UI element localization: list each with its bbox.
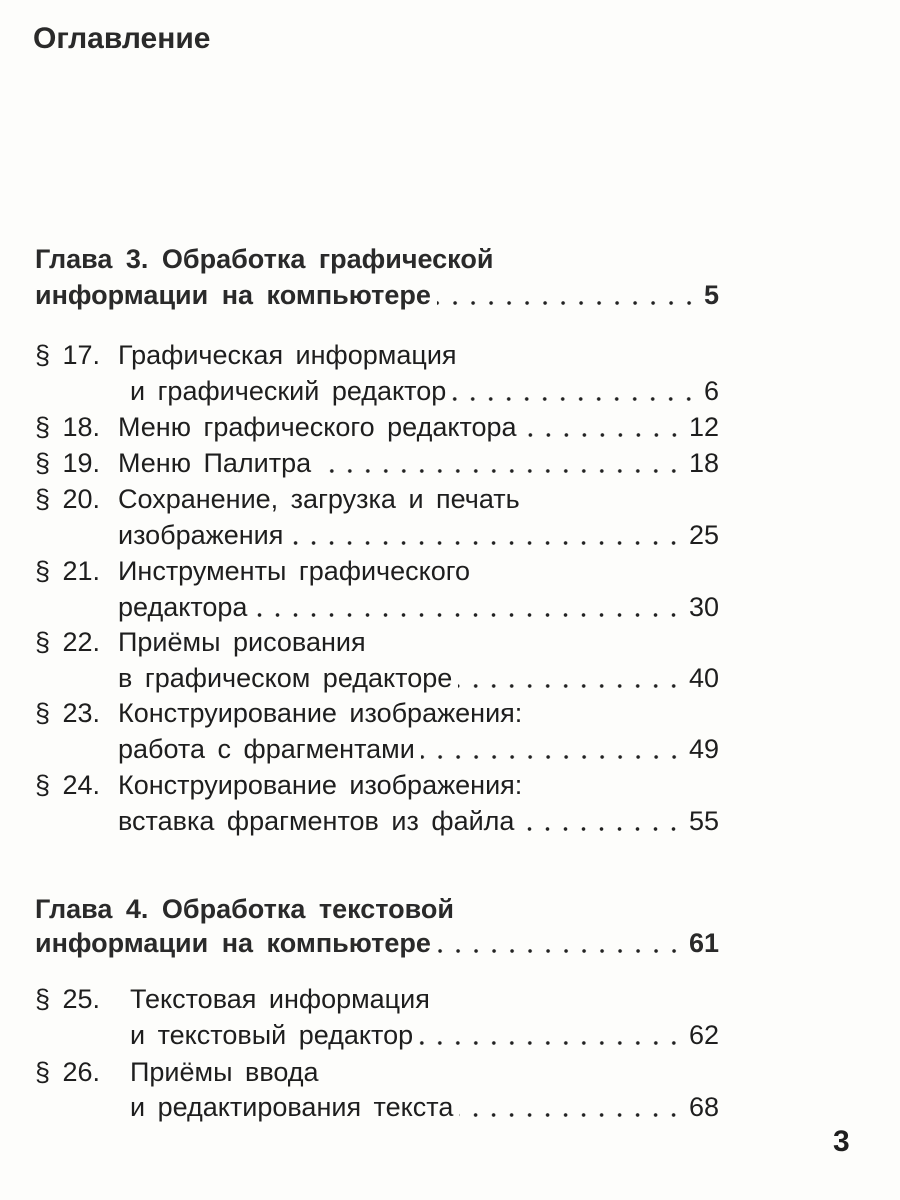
dot-leader	[419, 1040, 683, 1046]
toc-entry-line: изображения 25	[35, 520, 719, 554]
entry-page-number: 5	[703, 280, 719, 310]
dot-leader	[522, 432, 683, 438]
entry-page-number: 25	[688, 520, 719, 550]
entry-title: Глава 3. Обработка графической	[35, 244, 494, 274]
section-number: § 21.	[35, 556, 101, 586]
section-number: § 25.	[35, 984, 101, 1014]
chapter-heading-line: информации на компьютере 5	[35, 280, 719, 314]
toc-entry-line: § 18. Меню графического редактора 12	[35, 412, 719, 446]
entry-title: Графическая информация	[118, 340, 457, 370]
entry-title: Меню графического редактора	[118, 412, 517, 442]
toc-entry-line: § 23. Конструирование изображения:	[35, 698, 719, 732]
entry-title: изображения	[118, 520, 284, 550]
dot-leader	[520, 826, 683, 832]
entry-title: и графический редактор	[130, 376, 447, 406]
dot-leader	[317, 468, 683, 474]
entry-title: Глава 4. Обработка текстовой	[35, 894, 454, 924]
toc-entry-line: § 21. Инструменты графического	[35, 556, 719, 590]
entry-page-number: 30	[688, 592, 719, 622]
dot-leader	[459, 1112, 683, 1118]
entry-page-number: 55	[688, 806, 719, 836]
dot-leader	[253, 612, 683, 618]
entry-title: Сохранение, загрузка и печать	[118, 484, 520, 514]
dot-leader	[452, 396, 698, 402]
entry-page-number: 49	[688, 734, 719, 764]
toc-entry-line: § 24. Конструирование изображения:	[35, 770, 719, 804]
entry-title: редактора	[118, 592, 248, 622]
toc-entry-line: § 25. Текстовая информация	[35, 984, 719, 1018]
chapter-heading-line: Глава 3. Обработка графической	[35, 244, 719, 278]
entry-title: работа с фрагментами	[118, 734, 415, 764]
entry-page-number: 12	[688, 412, 719, 442]
chapter-heading-line: информации на компьютере 61	[35, 928, 719, 962]
entry-page-number: 6	[703, 376, 719, 406]
toc-entry-line: § 17. Графическая информация	[35, 340, 719, 374]
section-number: § 18.	[35, 412, 101, 442]
page-number: 3	[833, 1125, 850, 1158]
dot-leader	[289, 540, 683, 546]
entry-title: Приёмы ввода	[130, 1057, 319, 1087]
section-number: § 17.	[35, 340, 101, 370]
toc-entry-line: и графический редактор 6	[35, 376, 719, 410]
section-number: § 23.	[35, 698, 101, 728]
entry-title: Конструирование изображения:	[118, 770, 523, 800]
section-number: § 26.	[35, 1057, 101, 1087]
entry-page-number: 40	[688, 663, 719, 693]
chapter-heading-line: Глава 4. Обработка текстовой	[35, 894, 719, 928]
section-number: § 22.	[35, 627, 101, 657]
entry-title: в графическом редакторе	[118, 663, 453, 693]
toc-entry-line: § 19. Меню Палитра 18	[35, 448, 719, 482]
toc-entry-line: § 20. Сохранение, загрузка и печать	[35, 484, 719, 518]
entry-page-number: 18	[688, 448, 719, 478]
dot-leader	[436, 300, 698, 306]
entry-page-number: 62	[688, 1020, 719, 1050]
toc-entry-line: и текстовый редактор 62	[35, 1020, 719, 1054]
dot-leader	[458, 683, 683, 689]
entry-title: Инструменты графического	[118, 556, 471, 586]
entry-title: и текстовый редактор	[130, 1020, 414, 1050]
toc-entry-line: § 22. Приёмы рисования	[35, 627, 719, 661]
section-number: § 19.	[35, 448, 101, 478]
toc-entry-line: вставка фрагментов из файла 55	[35, 806, 719, 840]
page-title: Оглавление	[33, 22, 211, 55]
entry-title: информации на компьютере	[35, 280, 431, 310]
toc-entry-line: редактора 30	[35, 592, 719, 626]
dot-leader	[420, 754, 683, 760]
entry-title: Меню Палитра	[118, 448, 312, 478]
entry-page-number: 61	[688, 928, 719, 958]
entry-title: и редактирования текста	[130, 1092, 454, 1122]
section-number: § 24.	[35, 770, 101, 800]
entry-title: информации на компьютере	[35, 928, 431, 958]
dot-leader	[436, 948, 683, 954]
entry-title: Текстовая информация	[130, 984, 430, 1014]
entry-title: Приёмы рисования	[118, 627, 366, 657]
toc-entry-line: и редактирования текста 68	[35, 1092, 719, 1126]
section-number: § 20.	[35, 484, 101, 514]
entry-title: вставка фрагментов из файла	[118, 806, 515, 836]
toc-entry-line: § 26. Приёмы ввода	[35, 1057, 719, 1091]
toc-entry-line: работа с фрагментами 49	[35, 734, 719, 768]
entry-title: Конструирование изображения:	[118, 698, 523, 728]
entry-page-number: 68	[688, 1092, 719, 1122]
toc-entry-line: в графическом редакторе 40	[35, 663, 719, 697]
